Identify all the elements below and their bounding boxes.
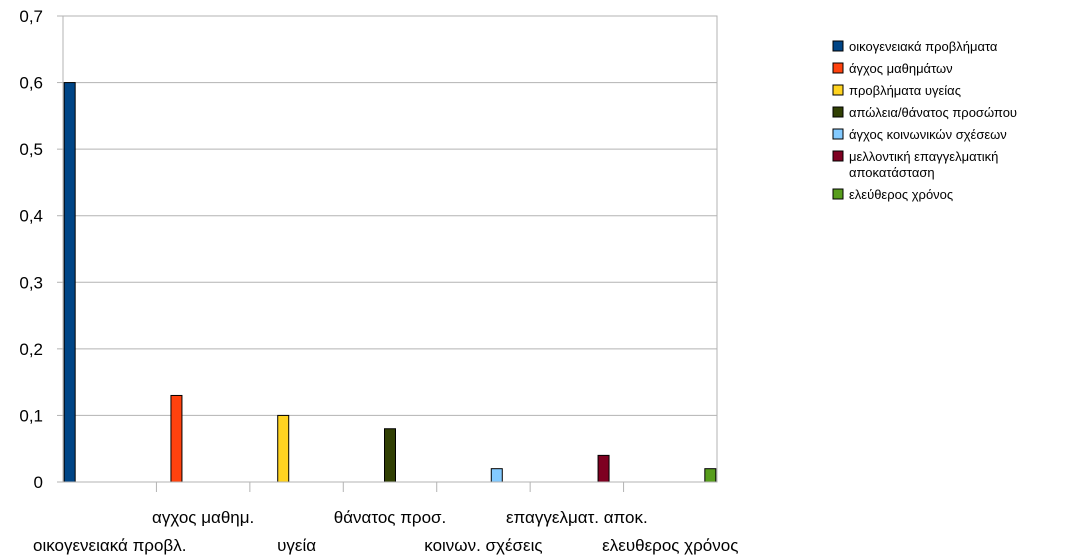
legend-swatch	[832, 106, 844, 118]
legend-swatch	[832, 188, 844, 200]
legend-label: ελεύθερος χρόνος	[849, 187, 953, 202]
plot-frame	[62, 15, 718, 483]
y-tick-label: 0,7	[19, 7, 43, 26]
y-tick-label: 0,1	[19, 406, 43, 425]
axes	[57, 15, 718, 492]
legend-label: άγχος μαθημάτων	[849, 61, 953, 76]
category-labels: οικογενειακά προβλ. αγχος μαθημ. υγεία θάνα…	[33, 508, 738, 555]
bar	[490, 468, 503, 483]
bar	[384, 428, 396, 483]
legend-swatch	[832, 84, 844, 96]
legend-label: οικογενειακά προβλήματα	[849, 39, 998, 54]
bar	[704, 468, 717, 483]
y-tick-label: 0,3	[19, 273, 43, 292]
y-tick-label: 0	[34, 473, 43, 492]
legend-swatch	[832, 40, 844, 52]
category-label: αγχος μαθημ.	[152, 508, 254, 527]
legend: οικογενειακά προβλήματα άγχος μαθημάτων πρ…	[832, 39, 1017, 202]
category-label: επαγγελματ. αποκ.	[506, 508, 648, 527]
bar	[170, 394, 183, 483]
bar	[277, 414, 290, 483]
legend-swatch	[832, 128, 844, 140]
category-label: οικογενειακά προβλ.	[33, 536, 186, 555]
y-tick-label: 0,2	[19, 340, 43, 359]
bar	[63, 82, 76, 483]
legend-label: άγχος κοινωνικών σχέσεων	[849, 127, 1007, 142]
legend-swatch	[832, 150, 844, 162]
category-label: κοινων. σχέσεις	[424, 536, 542, 555]
legend-label: μελλοντική επαγγελματική αποκατάσταση	[849, 149, 998, 180]
y-tick-labels: 0 0,1 0,2 0,3 0,4 0,5 0,6 0,7	[19, 7, 43, 492]
bar	[597, 454, 610, 483]
y-tick-label: 0,6	[19, 74, 43, 93]
y-tick-label: 0,4	[19, 207, 43, 226]
legend-label: απώλεια/θάνατος προσώπου	[849, 105, 1017, 120]
category-label: υγεία	[277, 536, 316, 555]
category-label: ελευθερος χρόνος	[602, 536, 738, 555]
gridlines	[63, 15, 717, 483]
legend-swatch	[832, 62, 844, 74]
legend-label: προβλήματα υγείας	[849, 83, 961, 98]
y-tick-label: 0,5	[19, 140, 43, 159]
category-label: θάνατος προσ.	[334, 508, 447, 527]
